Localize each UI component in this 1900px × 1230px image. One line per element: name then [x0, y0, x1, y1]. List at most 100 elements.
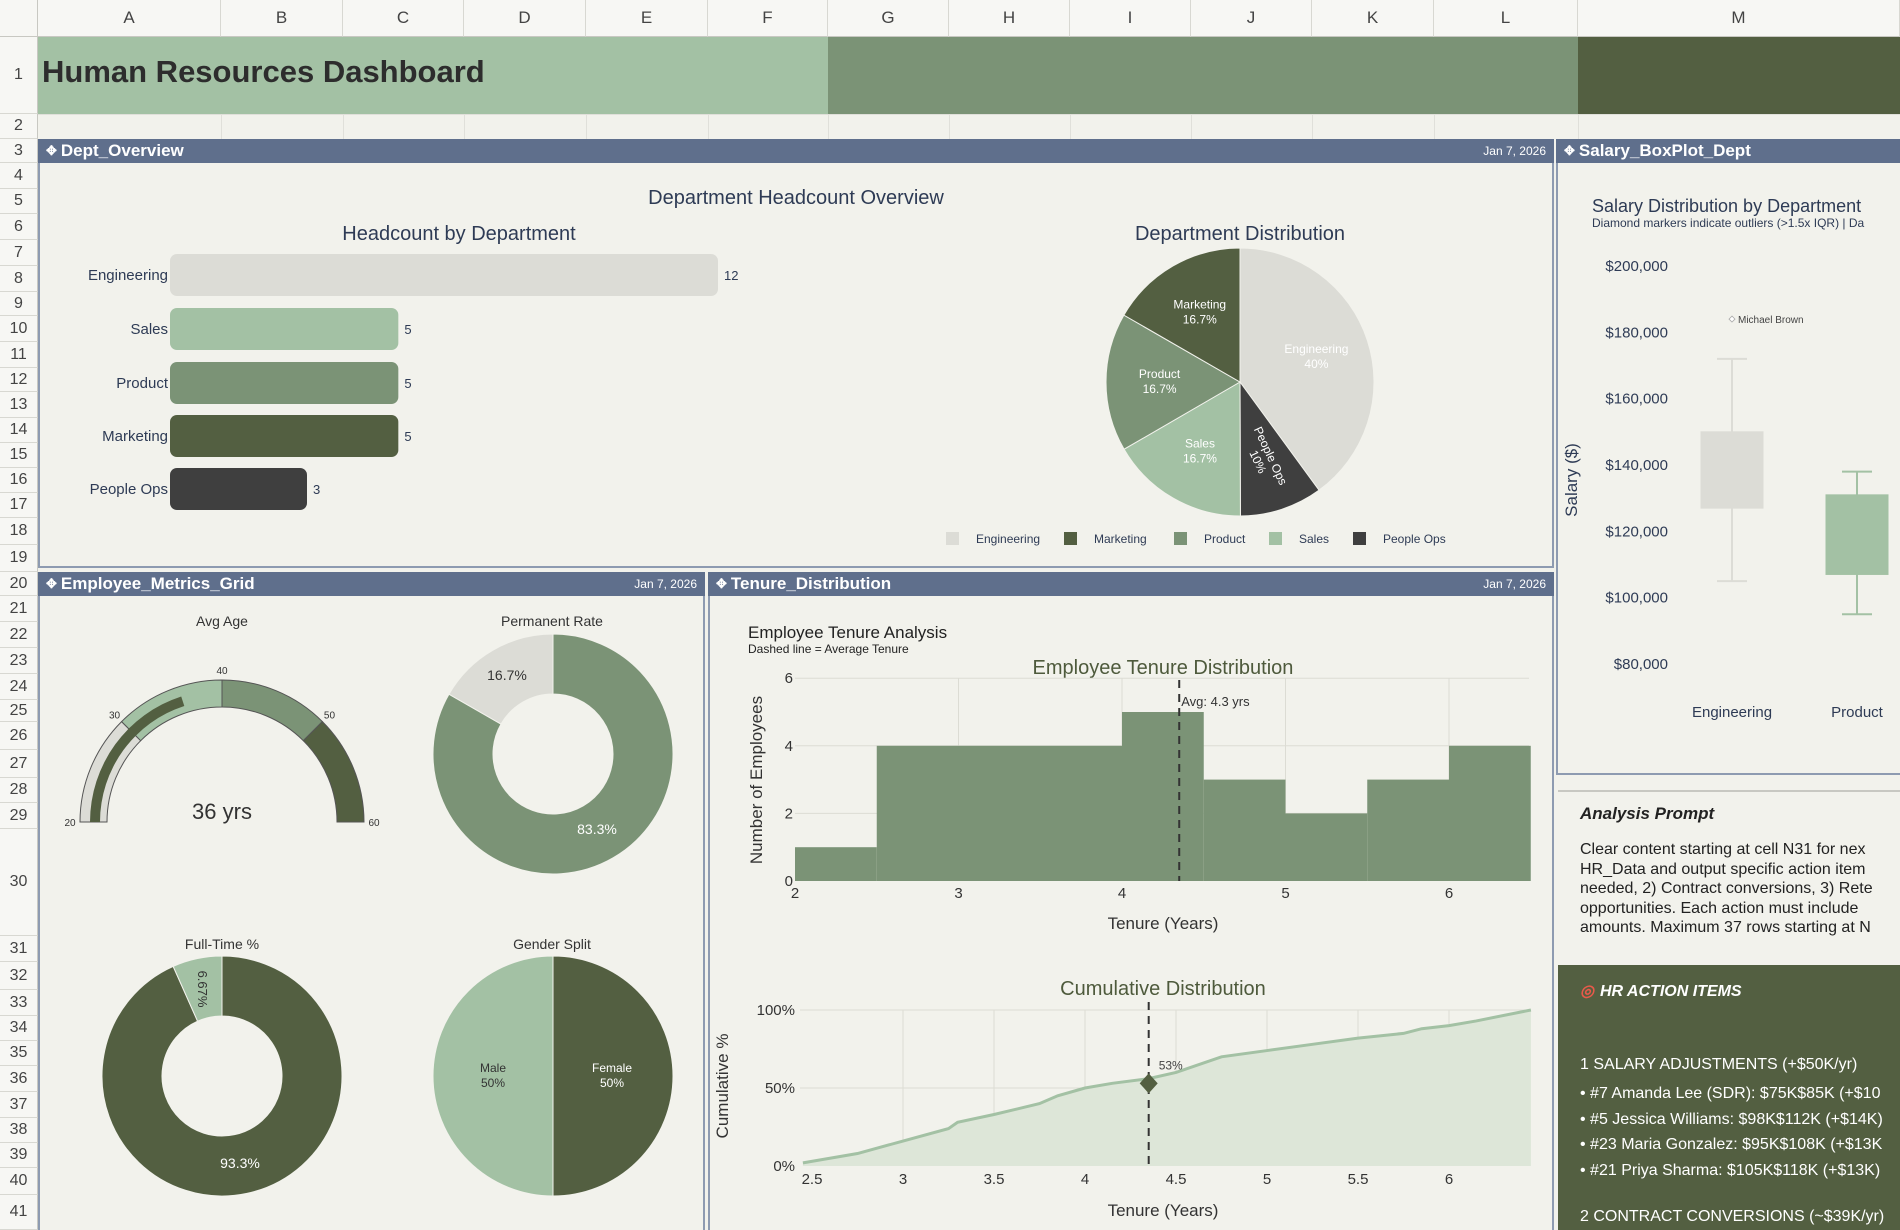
permanent-label-minor: 16.7% [487, 667, 527, 683]
salary-tick-label: $120,000 [1605, 523, 1668, 540]
box-engineering [1700, 431, 1764, 509]
title-band-right [1578, 37, 1900, 114]
select-all-corner[interactable] [0, 0, 38, 37]
analysis-line: opportunities. Each action must include [1580, 899, 1859, 917]
row-header-11[interactable]: 11 [0, 342, 38, 368]
hist-xtick: 6 [1445, 885, 1453, 902]
pie-label-name: Product [1139, 367, 1181, 381]
gauge-tick: 50 [324, 711, 336, 722]
fulltime-title: Full-Time % [185, 936, 259, 952]
column-header-I[interactable]: I [1070, 0, 1191, 37]
row-header-26[interactable]: 26 [0, 722, 38, 750]
row-header-3[interactable]: 3 [0, 139, 38, 163]
cum-xtick: 4.5 [1166, 1171, 1187, 1188]
row-header-13[interactable]: 13 [0, 392, 38, 418]
fulltime-donut-slice [101, 955, 343, 1197]
row-header-34[interactable]: 34 [0, 1016, 38, 1041]
row-header-27[interactable]: 27 [0, 750, 38, 778]
row-header-28[interactable]: 28 [0, 778, 38, 803]
row-header-16[interactable]: 16 [0, 468, 38, 493]
column-header-L[interactable]: L [1434, 0, 1578, 37]
gauge-value-bar [90, 696, 185, 822]
column-header-C[interactable]: C [343, 0, 464, 37]
analysis-line: Clear content starting at cell N31 for n… [1580, 841, 1866, 858]
gauge-band-3 [221, 679, 324, 742]
column-header-K[interactable]: K [1312, 0, 1434, 37]
move-handle-icon[interactable]: ✥ [46, 143, 57, 158]
legend-label: People Ops [1383, 532, 1446, 546]
bar-label: Marketing [102, 428, 168, 445]
row-header-22[interactable]: 22 [0, 622, 38, 648]
row-header-10[interactable]: 10 [0, 316, 38, 342]
bar-people-ops [170, 468, 307, 510]
row-header-12[interactable]: 12 [0, 368, 38, 392]
move-handle-icon[interactable]: ✥ [1564, 143, 1575, 158]
row-header-40[interactable]: 40 [0, 1168, 38, 1195]
column-header-H[interactable]: H [949, 0, 1070, 37]
cum-xtick: 5 [1263, 1171, 1271, 1188]
column-header-F[interactable]: F [708, 0, 828, 37]
column-header-B[interactable]: B [221, 0, 343, 37]
row-header-38[interactable]: 38 [0, 1118, 38, 1143]
row-header-8[interactable]: 8 [0, 266, 38, 292]
row-header-5[interactable]: 5 [0, 189, 38, 214]
row-header-33[interactable]: 33 [0, 990, 38, 1016]
panel-date: Jan 7, 2026 [1483, 144, 1546, 158]
row-header-6[interactable]: 6 [0, 214, 38, 240]
hist-xtick: 5 [1281, 885, 1289, 902]
hist-ytick: 2 [785, 805, 793, 822]
row-header-19[interactable]: 19 [0, 545, 38, 572]
row-header-37[interactable]: 37 [0, 1092, 38, 1118]
row-header-32[interactable]: 32 [0, 962, 38, 990]
row-header-2[interactable]: 2 [0, 114, 38, 139]
cum-xtick: 3.5 [984, 1171, 1005, 1188]
panel-name: Salary_BoxPlot_Dept [1578, 141, 1751, 160]
row-header-24[interactable]: 24 [0, 674, 38, 700]
move-handle-icon[interactable]: ✥ [716, 576, 727, 591]
cum-xlabel: Tenure (Years) [1108, 1201, 1219, 1220]
row-header-15[interactable]: 15 [0, 443, 38, 468]
row-header-20[interactable]: 20 [0, 572, 38, 596]
row-header-29[interactable]: 29 [0, 803, 38, 829]
analysis-prompt[interactable]: Analysis Prompt Clear content starting a… [1558, 790, 1900, 960]
cum-xtick: 3 [899, 1171, 907, 1188]
analysis-line: amounts. Maximum 37 rows starting at N [1580, 919, 1871, 936]
hr-action-items[interactable]: ◎ HR ACTION ITEMS 1 SALARY ADJUSTMENTS (+… [1558, 965, 1900, 1230]
row-header-23[interactable]: 23 [0, 648, 38, 674]
column-header-D[interactable]: D [464, 0, 586, 37]
row-header-25[interactable]: 25 [0, 700, 38, 722]
row-header-9[interactable]: 9 [0, 292, 38, 316]
row-header-35[interactable]: 35 [0, 1041, 38, 1066]
bar-label: People Ops [90, 481, 168, 498]
pie-label-pct: 40% [1304, 357, 1328, 371]
analysis-line: needed, 2) Contract conversions, 3) Rete [1580, 880, 1873, 897]
gender-slice-female [552, 955, 674, 1197]
row-header-31[interactable]: 31 [0, 936, 38, 962]
row-header-18[interactable]: 18 [0, 518, 38, 545]
column-header-M[interactable]: M [1578, 0, 1900, 37]
bar-value: 3 [313, 482, 320, 497]
fulltime-donut-slice [172, 955, 223, 1022]
row-header-36[interactable]: 36 [0, 1066, 38, 1092]
column-header-A[interactable]: A [38, 0, 221, 37]
row-header-39[interactable]: 39 [0, 1143, 38, 1168]
column-header-J[interactable]: J [1191, 0, 1312, 37]
gender-title: Gender Split [513, 936, 591, 952]
row-header-30[interactable]: 30 [0, 829, 38, 936]
cum-ytick: 50% [765, 1080, 795, 1097]
column-header-E[interactable]: E [586, 0, 708, 37]
cum-xtick: 6 [1445, 1171, 1453, 1188]
row-header-21[interactable]: 21 [0, 596, 38, 622]
row-header-1[interactable]: 1 [0, 37, 38, 114]
row-header-4[interactable]: 4 [0, 163, 38, 189]
row-header-17[interactable]: 17 [0, 493, 38, 518]
hist-xtick: 3 [954, 885, 962, 902]
row-header-7[interactable]: 7 [0, 240, 38, 266]
row-header-14[interactable]: 14 [0, 418, 38, 443]
column-header-G[interactable]: G [828, 0, 949, 37]
hist-bar [1203, 779, 1286, 881]
panel-date: Jan 7, 2026 [1483, 577, 1546, 591]
action-section-2: 2 CONTRACT CONVERSIONS (~$39K/yr) [1580, 1208, 1885, 1225]
move-handle-icon[interactable]: ✥ [46, 576, 57, 591]
